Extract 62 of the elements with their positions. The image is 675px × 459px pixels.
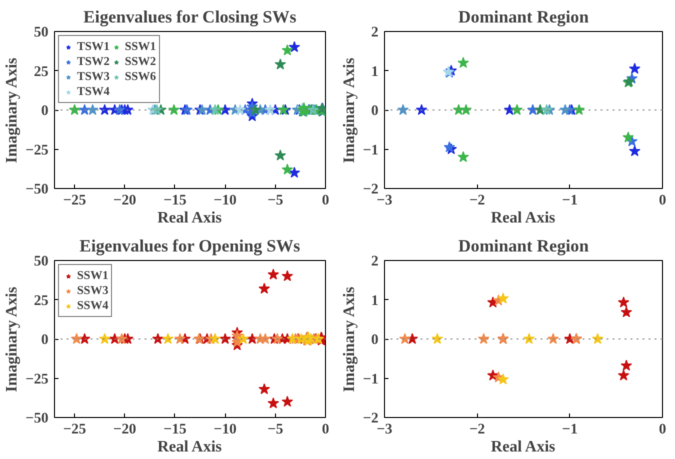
x-axis-title: Real Axis xyxy=(157,210,222,226)
y-axis-title: Imaginary Axis xyxy=(340,286,358,392)
x-axis-title: Real Axis xyxy=(157,438,222,456)
y-tick-label: 50 xyxy=(34,254,48,270)
y-tick-label: 25 xyxy=(34,64,48,80)
x-tick-label: −5 xyxy=(267,192,284,208)
x-tick-label: −1 xyxy=(562,192,578,208)
x-tick-label: −10 xyxy=(214,192,237,208)
y-tick-label: −25 xyxy=(25,142,49,158)
legend-label: TSW4 xyxy=(77,84,110,99)
y-tick-label: −2 xyxy=(362,410,379,426)
y-tick-label: −1 xyxy=(362,371,379,388)
chart-title: Dominant Region xyxy=(458,236,590,256)
x-tick-label: −25 xyxy=(63,422,86,438)
chart-title: Eigenvalues for Closing SWs xyxy=(83,8,297,26)
y-tick-label: 2 xyxy=(371,24,378,40)
y-tick-label: −50 xyxy=(25,410,49,426)
y-tick-label: 0 xyxy=(371,332,378,348)
y-tick-label: −2 xyxy=(362,182,379,198)
legend-label: SSW4 xyxy=(77,298,108,313)
x-axis-title: Real Axis xyxy=(490,210,556,226)
legend-label: TSW1 xyxy=(77,39,110,54)
y-axis-title: Imaginary Axis xyxy=(340,58,358,164)
y-tick-label: 0 xyxy=(41,103,48,119)
x-tick-label: −3 xyxy=(376,422,392,438)
x-tick-label: −15 xyxy=(163,192,186,208)
x-tick-label: −20 xyxy=(113,192,136,208)
legend-label: SSW2 xyxy=(124,54,156,69)
legend-label: SSW6 xyxy=(124,69,156,84)
x-tick-label: 0 xyxy=(658,422,666,438)
x-tick-label: 0 xyxy=(658,192,666,208)
x-tick-label: −5 xyxy=(267,422,284,438)
legend-label: TSW3 xyxy=(77,69,110,84)
y-tick-label: −25 xyxy=(25,371,49,388)
y-tick-label: 0 xyxy=(41,332,48,348)
x-tick-label: −10 xyxy=(214,422,237,438)
chart-title: Eigenvalues for Opening SWs xyxy=(80,236,300,256)
legend-label: SSW1 xyxy=(124,39,156,54)
x-tick-label: 0 xyxy=(322,192,330,208)
y-tick-label: 0 xyxy=(371,103,378,119)
y-tick-label: 25 xyxy=(34,292,48,309)
legend-label: SSW1 xyxy=(77,268,108,283)
y-tick-label: −50 xyxy=(25,182,49,198)
x-tick-label: −2 xyxy=(469,192,486,208)
chart-title: Dominant Region xyxy=(458,8,590,26)
x-tick-label: 0 xyxy=(322,422,330,438)
x-tick-label: −3 xyxy=(376,192,392,208)
y-tick-label: 1 xyxy=(371,64,378,80)
x-tick-label: −20 xyxy=(113,422,136,438)
y-axis-title: Imaginary Axis xyxy=(3,286,20,392)
legend-label: TSW2 xyxy=(77,54,110,69)
x-tick-label: −15 xyxy=(163,422,186,438)
y-tick-label: 50 xyxy=(34,24,48,40)
y-tick-label: 2 xyxy=(371,254,378,270)
x-axis-title: Real Axis xyxy=(490,438,556,456)
x-tick-label: −2 xyxy=(469,422,486,438)
y-tick-label: 1 xyxy=(371,292,378,309)
y-axis-title: Imaginary Axis xyxy=(3,58,20,164)
x-tick-label: −25 xyxy=(63,192,86,208)
legend-label: SSW3 xyxy=(77,283,108,298)
y-tick-label: −1 xyxy=(362,142,379,158)
x-tick-label: −1 xyxy=(562,422,578,438)
